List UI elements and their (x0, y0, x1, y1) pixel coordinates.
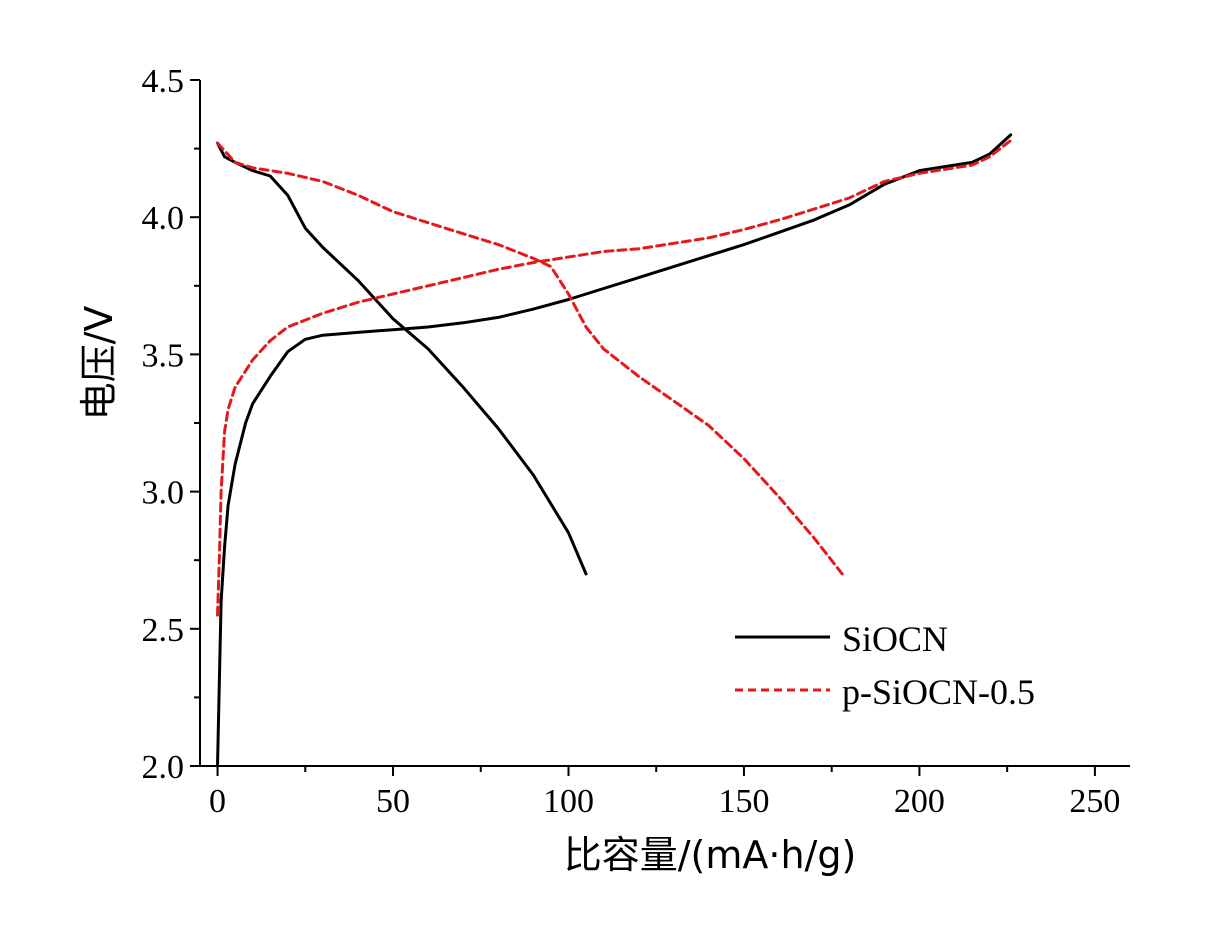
legend-label-siocn: SiOCN (842, 619, 948, 659)
x-tick-label: 100 (543, 783, 594, 820)
ticks (190, 79, 1096, 776)
axes (199, 80, 1130, 767)
series-line-1-charge (216, 138, 1013, 617)
x-tick-label: 150 (718, 783, 769, 820)
y-axis-title: 电压/V (77, 306, 121, 421)
y-tick-label: 2.5 (142, 612, 185, 649)
x-tick-label: 250 (1069, 783, 1120, 820)
series-line-0-charge (216, 133, 1013, 768)
x-tick-label: 0 (209, 783, 226, 820)
x-tick-label: 50 (376, 783, 410, 820)
x-axis-title: 比容量/(mA·h/g) (564, 833, 857, 877)
y-tick-label: 2.0 (142, 749, 185, 786)
legend: SiOCN p-SiOCN-0.5 (735, 619, 1035, 712)
y-tick-label: 4.5 (142, 63, 185, 100)
legend-label-p-siocn-0-5: p-SiOCN-0.5 (842, 672, 1035, 712)
y-tick-label: 4.0 (142, 200, 185, 237)
y-tick-label: 3.5 (142, 337, 185, 374)
series-line-0-discharge (216, 141, 588, 576)
y-tick-label: 3.0 (142, 475, 185, 512)
tick-labels: 0 50 100 150 200 250 2.0 2.5 3.0 3.5 4.0 4.5 (142, 63, 1121, 820)
series-line-1-discharge (216, 141, 844, 576)
plot-lines (216, 133, 1013, 768)
x-tick-label: 200 (894, 783, 945, 820)
